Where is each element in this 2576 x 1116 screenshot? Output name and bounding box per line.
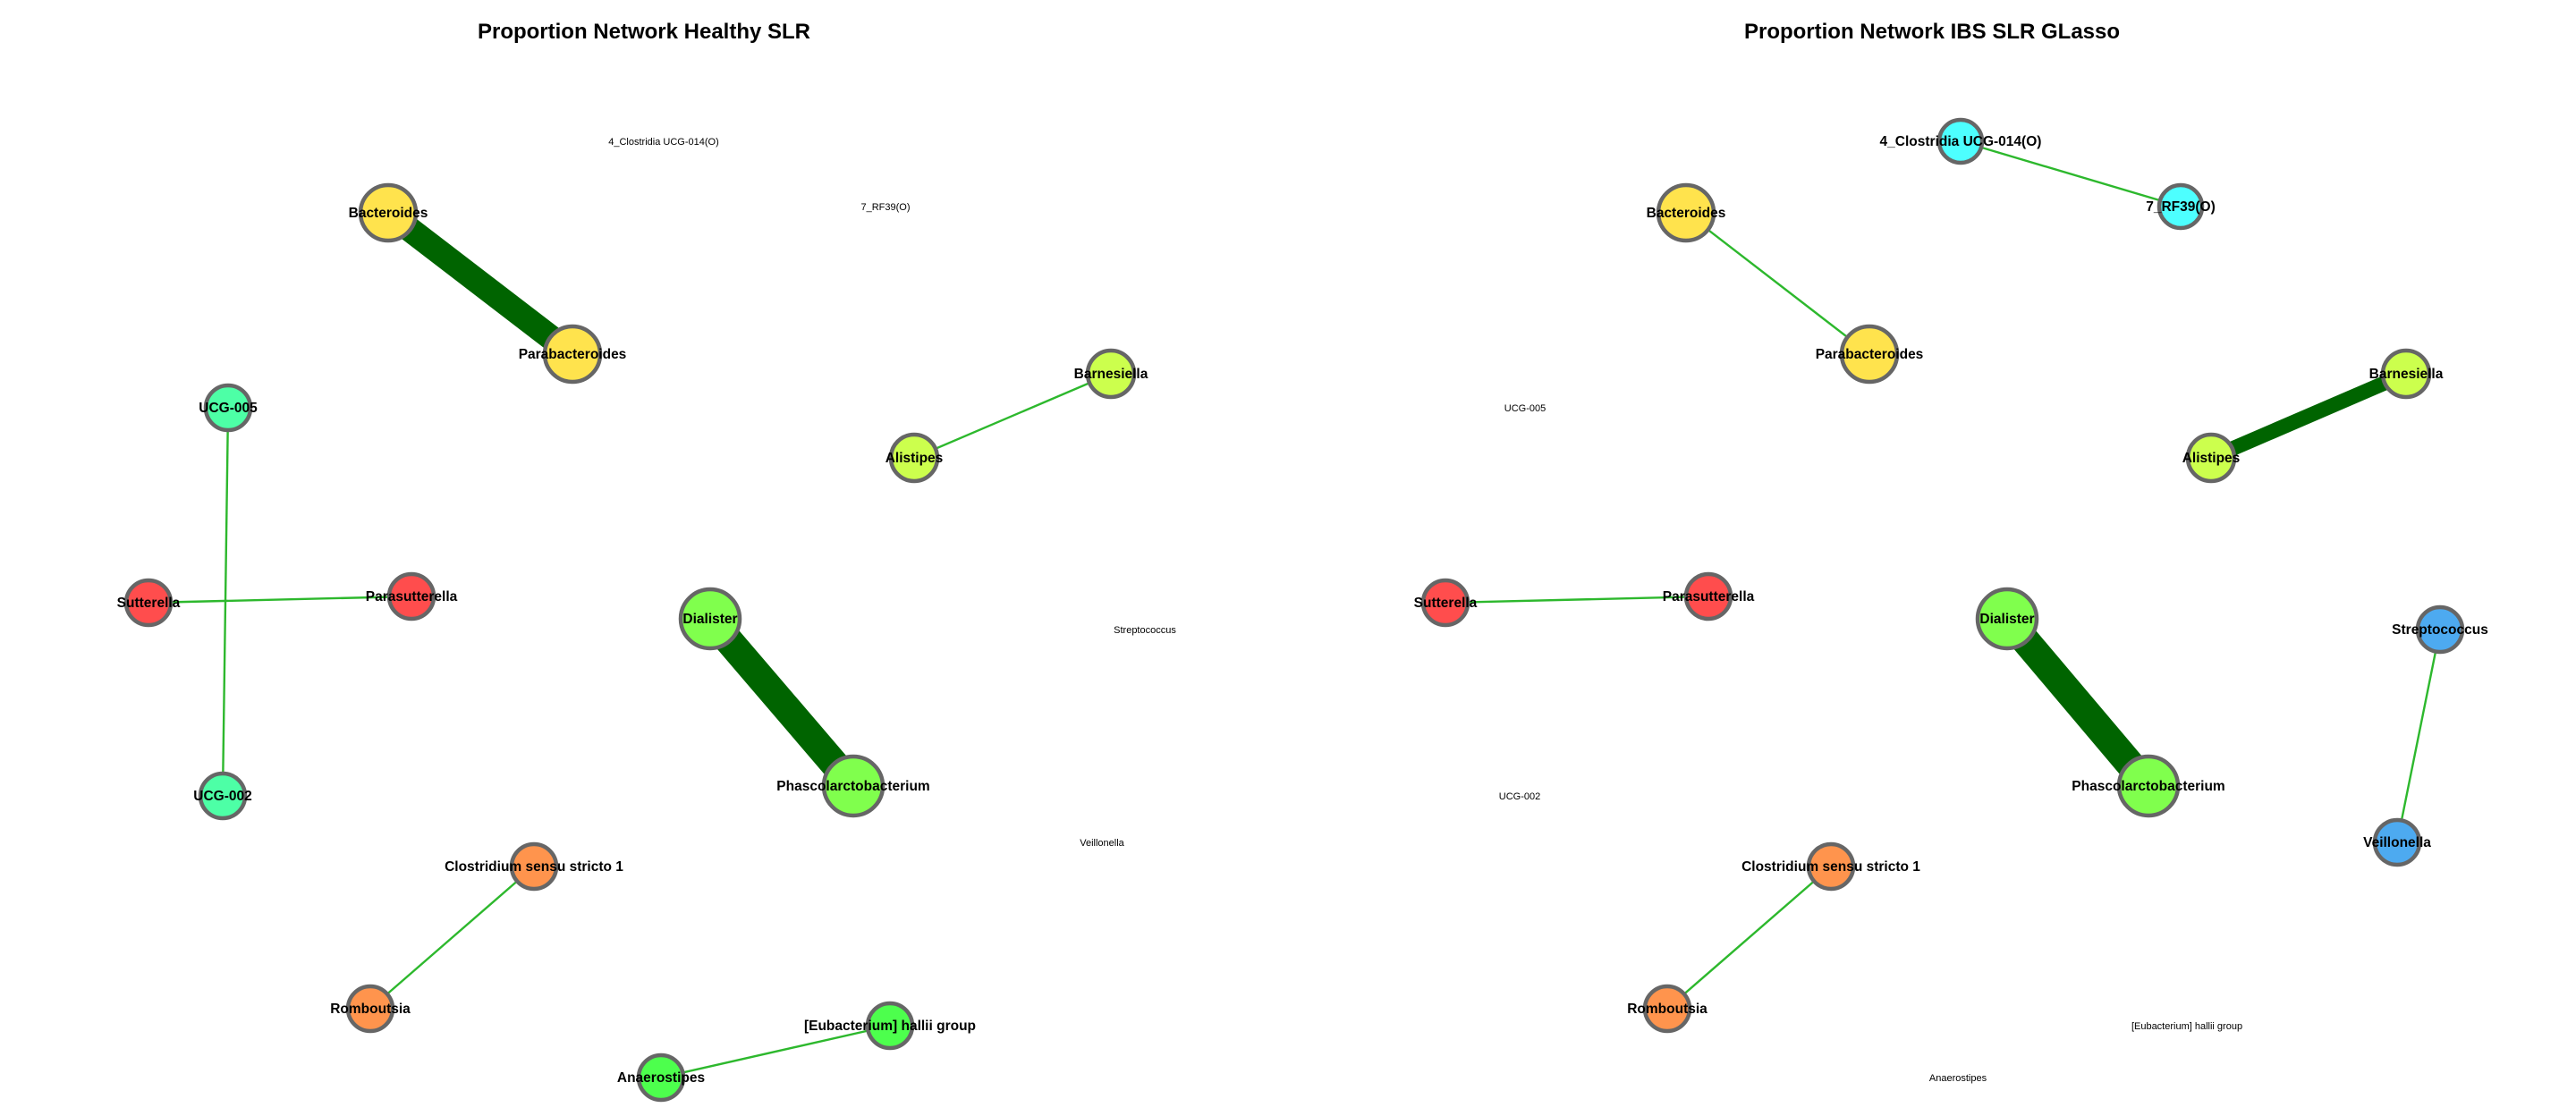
node-bacteroides	[358, 182, 419, 243]
edge-alistipes-barnesiella	[913, 372, 1112, 460]
node-label-rf39: 7_RF39(O)	[2146, 199, 2216, 215]
node-anaerostipes	[636, 1053, 686, 1103]
node-label-veillonella: Veillonella	[1080, 838, 1124, 849]
node-romboutsia	[1642, 984, 1692, 1034]
node-parasutterella	[386, 571, 436, 621]
node-label-ucg005: UCG-005	[1504, 403, 1546, 414]
node-parabacteroides	[1839, 324, 1900, 385]
node-label-phascolarctobacterium: Phascolarctobacterium	[776, 779, 929, 794]
panel-title: Proportion Network Healthy SLR	[477, 20, 811, 44]
node-label-clostridium: Clostridium sensu stricto 1	[1741, 859, 1920, 875]
nodes: 4_Clostridia UCG-014(O) 7_RF39(O) Bacteroi…	[117, 137, 1176, 1103]
edges	[1445, 140, 2442, 1010]
node-label-alistipes: Alistipes	[2182, 451, 2241, 466]
node-clostridium	[1806, 841, 1856, 892]
node-eubacterium	[865, 1001, 915, 1051]
edges	[148, 202, 1112, 1079]
node-parasutterella	[1683, 571, 1733, 621]
node-alistipes	[888, 432, 940, 484]
node-label-parabacteroides: Parabacteroides	[1816, 347, 1924, 362]
node-label-sutterella: Sutterella	[117, 596, 181, 611]
node-label-parasutterella: Parasutterella	[1663, 589, 1755, 604]
node-rf39	[2157, 182, 2205, 231]
node-label-romboutsia: Romboutsia	[330, 1002, 411, 1017]
node-clostridia	[1936, 117, 1985, 165]
node-dialister	[678, 587, 742, 651]
node-sutterella	[1420, 578, 1470, 628]
node-label-bacteroides: Bacteroides	[1647, 206, 1726, 221]
node-barnesiella	[1085, 348, 1137, 400]
node-label-barnesiella: Barnesiella	[2369, 367, 2444, 382]
node-veillonella	[2372, 817, 2422, 867]
nodes: 4_Clostridia UCG-014(O) 7_RF39(O) Bacteroi…	[1414, 117, 2488, 1084]
node-label-anaerostipes: Anaerostipes	[617, 1070, 705, 1086]
edge-bacteroides-parabacteroides	[380, 202, 580, 365]
node-bacteroides	[1656, 182, 1716, 243]
edge-eubacterium-anaerostipes	[660, 1024, 891, 1079]
edge-clostridium-romboutsia	[1666, 866, 1832, 1010]
node-label-streptococcus: Streptococcus	[1114, 625, 1176, 636]
node-label-streptococcus: Streptococcus	[2392, 622, 2488, 638]
node-label-romboutsia: Romboutsia	[1627, 1002, 1707, 1017]
node-label-clostridia: 4_Clostridia UCG-014(O)	[608, 137, 718, 148]
node-clostridium	[509, 841, 559, 892]
edge-dialister-phascolarctobacterium	[1996, 609, 2160, 796]
node-ucg005	[203, 383, 253, 433]
panel-title: Proportion Network IBS SLR GLasso	[1743, 20, 2121, 44]
node-label-dialister: Dialister	[682, 612, 737, 627]
edge-dialister-phascolarctobacterium	[699, 609, 865, 796]
node-label-barnesiella: Barnesiella	[1074, 367, 1148, 382]
node-ucg002	[198, 771, 248, 821]
node-label-veillonella: Veillonella	[2363, 835, 2431, 850]
node-label-parabacteroides: Parabacteroides	[519, 347, 627, 362]
node-phascolarctobacterium	[2116, 754, 2181, 818]
edge-sutterella-parasutterella	[148, 595, 412, 604]
edge-clostridia-rf39	[1960, 140, 2182, 208]
node-streptococcus	[2415, 604, 2465, 655]
ibs-network-panel: Proportion Network IBS SLR GLasso 4_Clos…	[1288, 0, 2576, 1116]
network-graph: 4_Clostridia UCG-014(O) 7_RF39(O) Bacteroi…	[1414, 117, 2488, 1084]
node-parabacteroides	[542, 324, 603, 385]
node-label-clostridia: 4_Clostridia UCG-014(O)	[1880, 134, 2042, 149]
node-label-dialister: Dialister	[1979, 612, 2034, 627]
node-label-eubacterium: [Eubacterium] hallii group	[804, 1019, 976, 1034]
healthy-network-panel: Proportion Network Healthy SLR 4_Clostri…	[117, 20, 1176, 1103]
node-alistipes	[2185, 432, 2237, 484]
node-label-ucg005: UCG-005	[199, 401, 258, 416]
node-romboutsia	[345, 984, 395, 1034]
node-label-ucg002: UCG-002	[193, 789, 251, 804]
node-barnesiella	[2380, 348, 2432, 400]
node-label-parasutterella: Parasutterella	[366, 589, 458, 604]
edge-bacteroides-parabacteroides	[1685, 212, 1870, 355]
edge-sutterella-parasutterella	[1445, 595, 1709, 604]
node-label-ucg002: UCG-002	[1499, 791, 1540, 802]
node-dialister	[1975, 587, 2039, 651]
node-label-alistipes: Alistipes	[886, 451, 944, 466]
node-label-anaerostipes: Anaerostipes	[1929, 1073, 1987, 1084]
network-graph: 4_Clostridia UCG-014(O) 7_RF39(O) Bacteroi…	[117, 137, 1176, 1103]
edge-alistipes-barnesiella	[2207, 367, 2410, 465]
edge-streptococcus-veillonella	[2395, 629, 2442, 843]
node-label-bacteroides: Bacteroides	[349, 206, 428, 221]
node-label-rf39: 7_RF39(O)	[860, 202, 910, 213]
node-phascolarctobacterium	[821, 754, 886, 818]
node-label-phascolarctobacterium: Phascolarctobacterium	[2072, 779, 2224, 794]
node-label-eubacterium: [Eubacterium] hallii group	[2131, 1021, 2242, 1032]
edge-clostridium-romboutsia	[369, 866, 535, 1010]
node-sutterella	[123, 578, 174, 628]
node-label-clostridium: Clostridium sensu stricto 1	[445, 859, 623, 875]
node-label-sutterella: Sutterella	[1414, 596, 1478, 611]
